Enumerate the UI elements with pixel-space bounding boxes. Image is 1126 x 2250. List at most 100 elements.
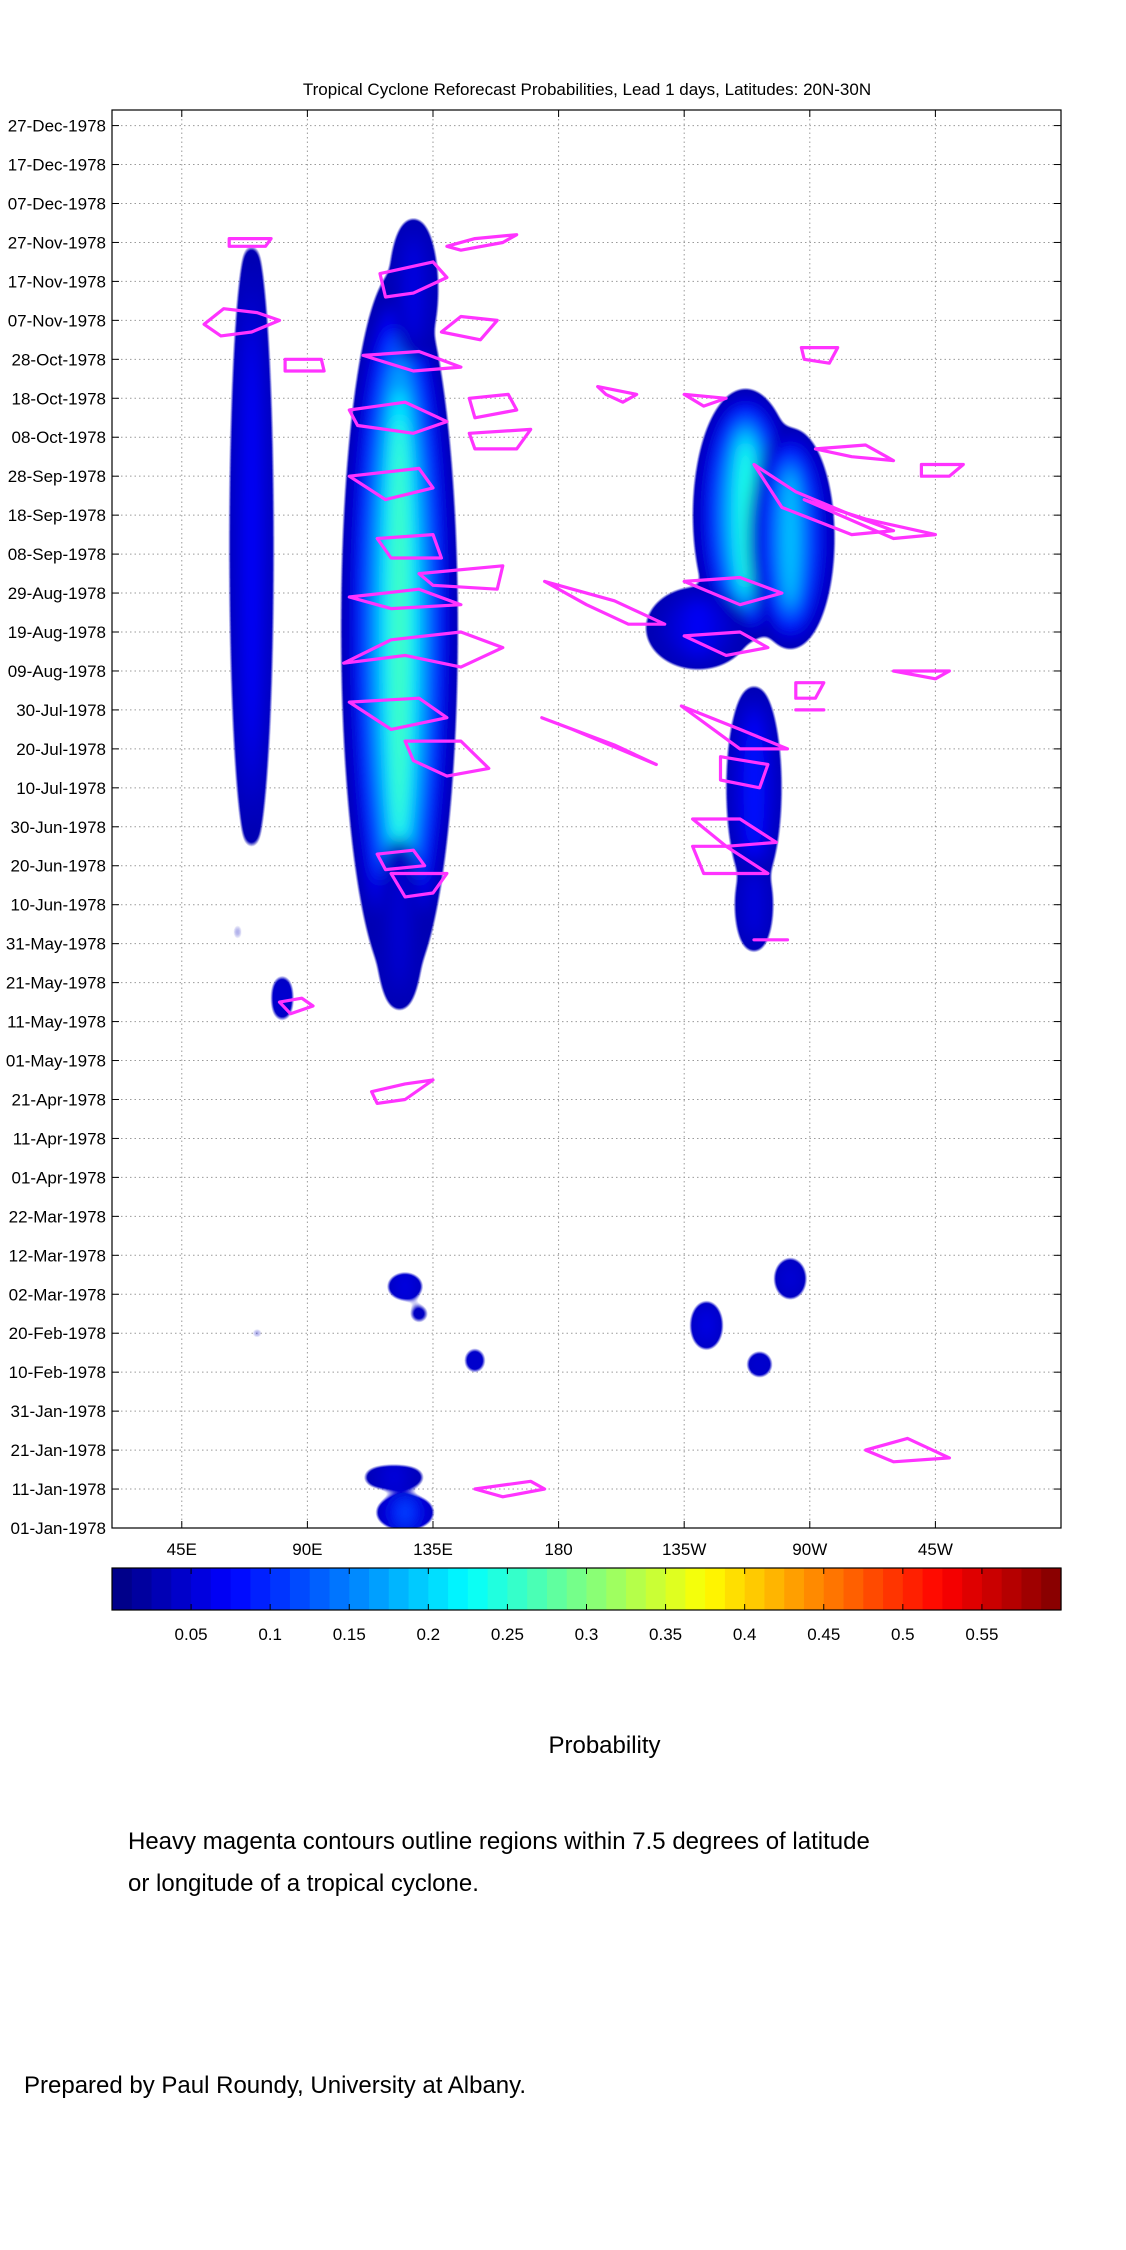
colorbar-tick-label: 0.15	[333, 1625, 366, 1644]
cyclone-contour	[347, 400, 449, 435]
probability-region	[647, 589, 749, 668]
probability-region	[232, 242, 272, 851]
y-tick-label: 20-Feb-1978	[9, 1324, 106, 1343]
cyclone-contour	[682, 575, 784, 607]
cyclone-contour	[679, 704, 790, 751]
colorbar-segment	[645, 1568, 667, 1610]
cyclone-contour	[227, 237, 273, 248]
probability-region	[273, 974, 291, 1022]
y-tick-label: 28-Oct-1978	[12, 350, 107, 369]
cyclone-contour	[347, 587, 463, 611]
colorbar-segment	[131, 1568, 153, 1610]
cyclone-contour	[690, 817, 778, 848]
colorbar-segment	[586, 1568, 607, 1610]
cyclone-contour	[445, 233, 519, 252]
colorbar-segment	[112, 1568, 133, 1610]
colorbar-segment	[981, 1568, 1003, 1610]
probability-region	[255, 1424, 265, 1437]
y-tick-label: 11-Jan-1978	[12, 1480, 106, 1499]
y-tick-label: 10-Jun-1978	[11, 896, 106, 915]
cyclone-contour	[277, 996, 315, 1016]
y-tick-label: 08-Oct-1978	[12, 428, 107, 447]
colorbar-tick-label: 0.45	[807, 1625, 840, 1644]
cyclone-contour	[378, 260, 449, 299]
y-tick-label: 08-Sep-1978	[8, 545, 106, 564]
colorbar-tick-label: 0.35	[649, 1625, 682, 1644]
probability-level	[751, 877, 757, 932]
colorbar-segment	[546, 1568, 568, 1610]
colorbar-segment	[764, 1568, 785, 1610]
colorbar-segment	[487, 1568, 509, 1610]
probability-level	[704, 1311, 709, 1340]
probability-region	[748, 1352, 771, 1377]
y-tick-label: 07-Nov-1978	[8, 311, 106, 330]
cyclone-contour	[542, 579, 667, 626]
colorbar-segment	[171, 1568, 192, 1610]
probability-region	[692, 1302, 721, 1349]
plot-background	[112, 110, 1061, 1528]
y-tick-label: 30-Jun-1978	[11, 818, 106, 837]
cyclone-contour	[361, 349, 463, 373]
y-tick-label: 31-May-1978	[6, 935, 106, 954]
cyclone-contour	[403, 739, 491, 778]
x-tick-label: 135E	[413, 1540, 453, 1559]
y-tick-label: 27-Dec-1978	[8, 117, 106, 136]
probability-region	[410, 1305, 428, 1322]
probability-level	[235, 922, 240, 942]
y-tick-label: 17-Nov-1978	[8, 272, 106, 291]
x-tick-label: 45W	[918, 1540, 953, 1559]
colorbar-segment	[349, 1568, 370, 1610]
colorbar-segment	[705, 1568, 726, 1610]
colorbar-segment	[863, 1568, 884, 1610]
colorbar-segment	[448, 1568, 469, 1610]
x-tick-label: 90E	[292, 1540, 322, 1559]
colorbar-label: Probability	[548, 1732, 661, 1759]
colorbar-segment	[289, 1568, 311, 1610]
colorbar-segment	[250, 1568, 271, 1610]
colorbar-tick-label: 0.2	[417, 1625, 441, 1644]
probability-region	[377, 838, 422, 1010]
probability-region	[388, 1274, 422, 1299]
y-tick-label: 19-Aug-1978	[8, 623, 106, 642]
probability-region	[234, 916, 241, 948]
cyclone-contour	[891, 669, 952, 681]
cyclone-contour	[690, 844, 770, 876]
colorbar-segment	[270, 1568, 291, 1610]
y-tick-label: 21-May-1978	[6, 974, 106, 993]
colorbar-tick-label: 0.3	[575, 1625, 599, 1644]
caption-line-2: or longitude of a tropical cyclone.	[128, 1870, 479, 1897]
colorbar-segment	[823, 1568, 845, 1610]
probability-field	[232, 219, 833, 1528]
colorbar-segment	[408, 1568, 429, 1610]
x-tick-label: 135W	[662, 1540, 706, 1559]
y-tick-label: 30-Jul-1978	[16, 701, 106, 720]
y-tick-label: 11-May-1978	[7, 1013, 106, 1032]
probability-level	[417, 1309, 422, 1319]
colorbar-tick-label: 0.05	[175, 1625, 208, 1644]
cyclone-contour	[417, 564, 505, 591]
cyclone-contour	[596, 385, 639, 404]
colorbar-segment	[210, 1568, 232, 1610]
colorbar-segment	[803, 1568, 825, 1610]
cyclone-contour	[919, 462, 965, 478]
colorbar-segment	[1041, 1568, 1062, 1610]
cyclone-contour	[439, 314, 499, 342]
x-tick-label: 45E	[167, 1540, 197, 1559]
cyclone-contour	[370, 1078, 435, 1106]
colorbar-segment	[784, 1568, 805, 1610]
y-tick-label: 22-Mar-1978	[9, 1207, 106, 1226]
y-tick-label: 21-Apr-1978	[11, 1090, 106, 1109]
y-tick-label: 31-Jan-1978	[11, 1402, 106, 1421]
cyclone-contour	[799, 346, 840, 365]
y-tick-label: 12-Mar-1978	[9, 1246, 106, 1265]
colorbar-tick-label: 0.5	[891, 1625, 915, 1644]
probability-region	[391, 219, 436, 360]
colorbar-segment	[962, 1568, 983, 1610]
probability-level	[757, 1357, 762, 1372]
colorbar-tick-label: 0.55	[965, 1625, 998, 1644]
y-tick-label: 02-Mar-1978	[9, 1285, 106, 1304]
probability-region	[776, 1259, 805, 1299]
probability-level	[395, 874, 404, 975]
cyclone-contour	[375, 532, 443, 560]
colorbar-segment	[191, 1568, 212, 1610]
